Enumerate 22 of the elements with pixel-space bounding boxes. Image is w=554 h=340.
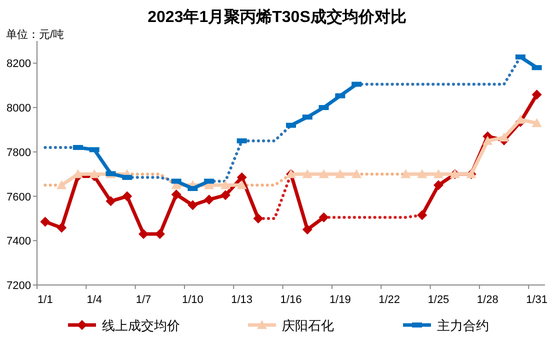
legend-label: 主力合约 xyxy=(437,318,489,333)
x-tick-label: 1/16 xyxy=(280,294,302,306)
y-tick-label: 7800 xyxy=(6,146,31,159)
x-tick-label: 1/4 xyxy=(86,294,102,306)
x-tick-label: 1/10 xyxy=(182,294,204,306)
x-tick-label: 1/28 xyxy=(476,294,498,306)
annotation: 单位：元/吨 xyxy=(6,28,64,41)
y-tick-label: 7400 xyxy=(6,236,31,248)
chart-title: 2023年1月聚丙烯T30S成交均价对比 xyxy=(148,7,406,26)
y-tick-label: 7200 xyxy=(6,280,31,292)
y-tick-label: 8200 xyxy=(6,58,31,70)
x-tick-label: 1/1 xyxy=(38,294,53,306)
y-tick-label: 8000 xyxy=(6,102,31,115)
legend-label: 庆阳石化 xyxy=(282,318,334,333)
x-tick-label: 1/31 xyxy=(526,294,548,306)
x-tick-label: 1/22 xyxy=(378,294,400,306)
x-tick-label: 1/13 xyxy=(231,294,253,306)
x-tick-label: 1/25 xyxy=(428,294,450,306)
x-tick-label: 1/19 xyxy=(329,294,351,306)
legend-label: 线上成交均价 xyxy=(102,318,180,333)
x-tick-label: 1/7 xyxy=(136,294,152,306)
y-tick-label: 7600 xyxy=(6,191,31,204)
